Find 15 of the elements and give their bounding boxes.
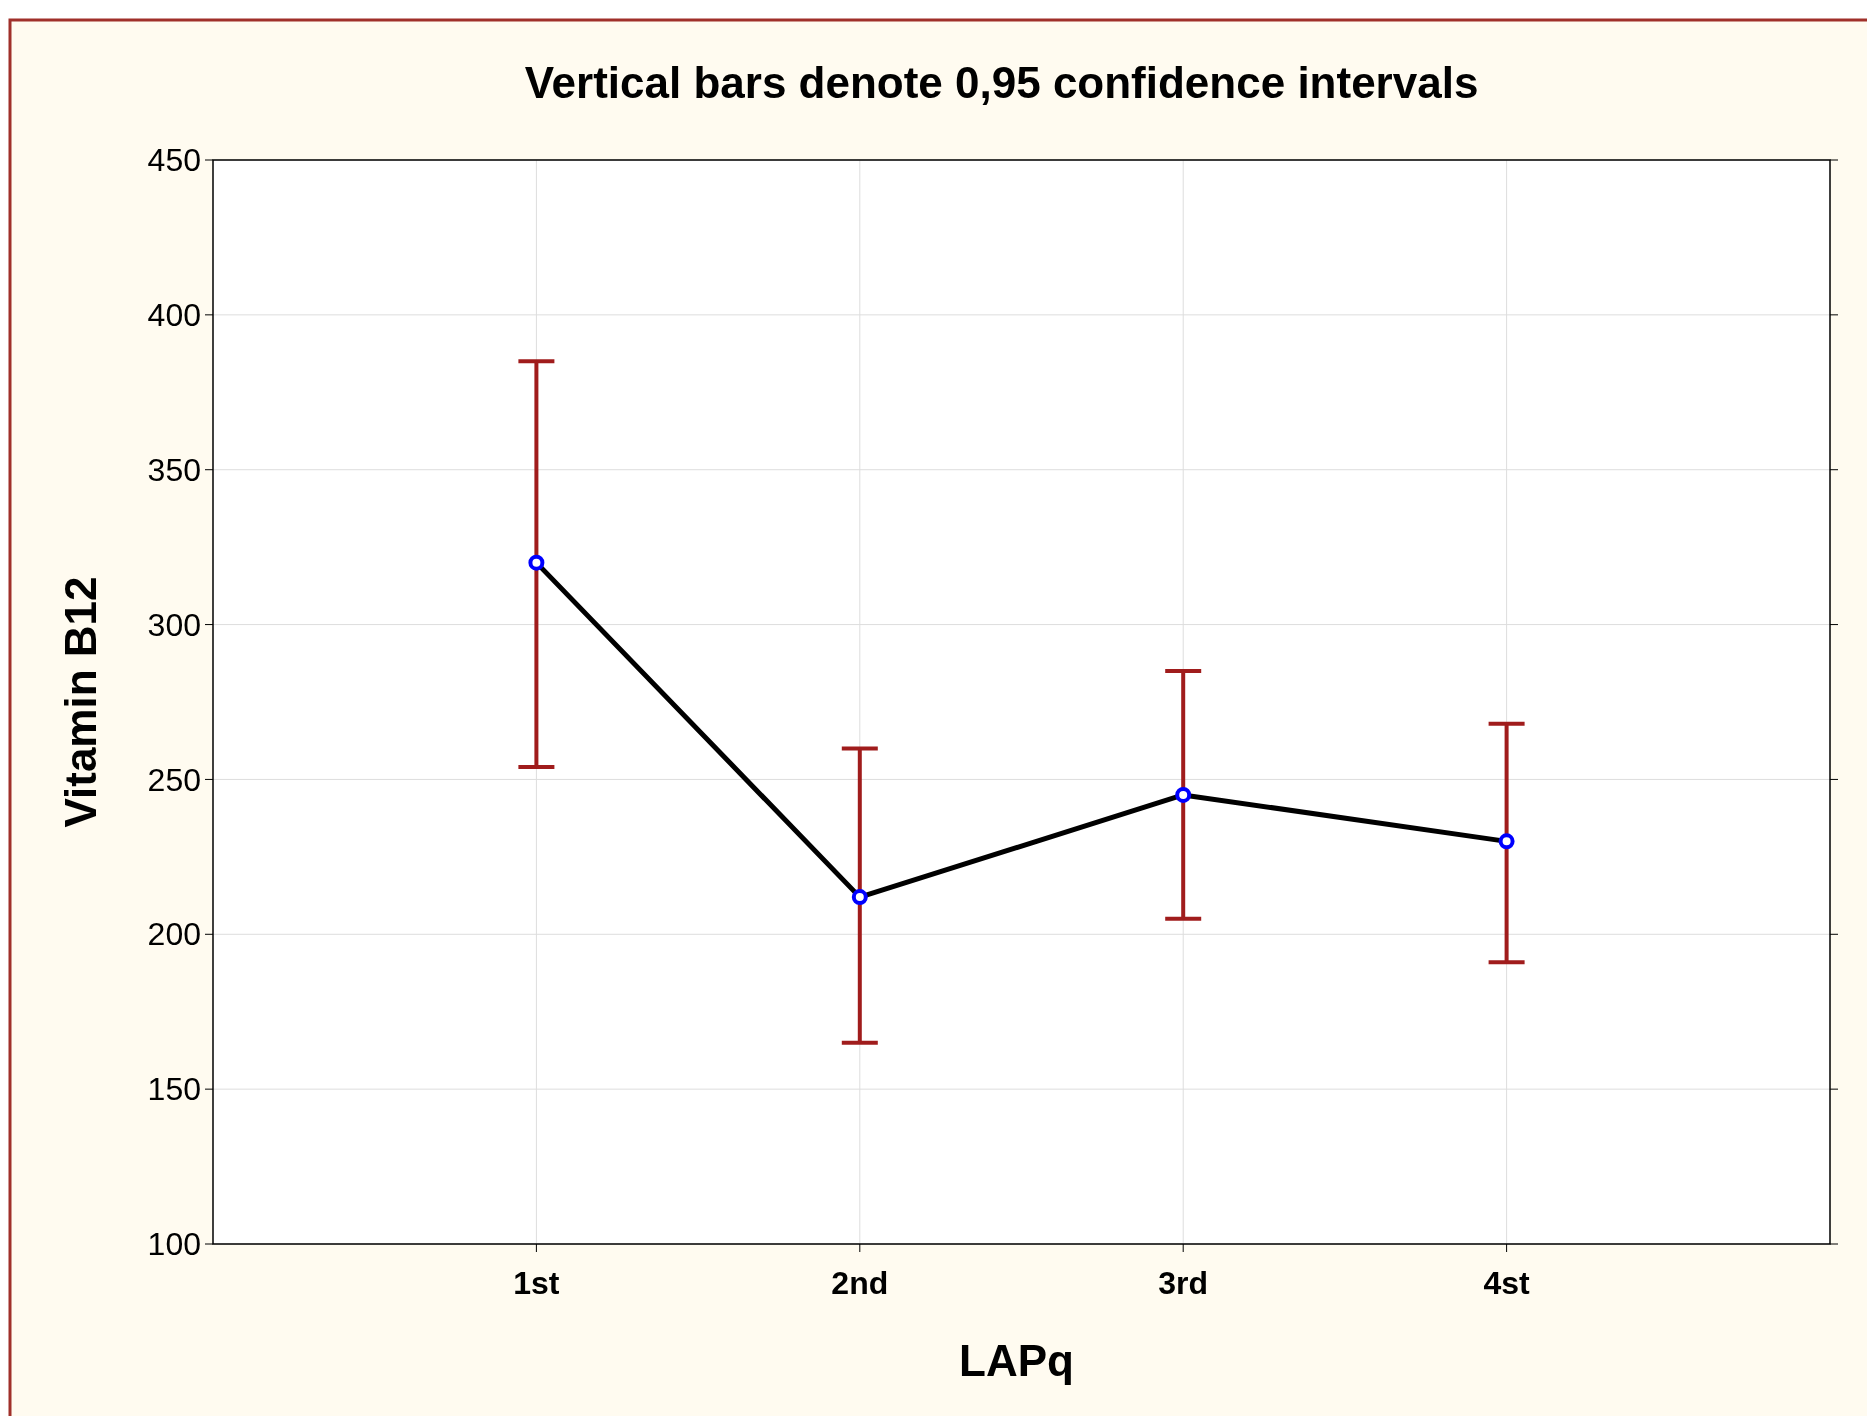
x-tick-label: 1st xyxy=(513,1265,560,1301)
y-tick-label: 450 xyxy=(147,142,201,179)
chart-title: Vertical bars denote 0,95 confidence intervals xyxy=(524,58,1479,107)
y-tick-label: 200 xyxy=(147,916,201,953)
x-axis-title: LAPq xyxy=(959,1336,1074,1385)
y-tick-label: 300 xyxy=(147,606,201,643)
y-axis-title: Vitamin B12 xyxy=(56,576,105,828)
x-tick-label: 2nd xyxy=(831,1265,889,1301)
y-tick-label: 100 xyxy=(147,1226,201,1263)
x-tick-label: 4st xyxy=(1483,1265,1531,1301)
x-tick-label: 3rd xyxy=(1158,1265,1209,1301)
y-tick-label: 400 xyxy=(147,297,201,334)
y-tick-label: 350 xyxy=(147,451,201,488)
y-tick-label: 250 xyxy=(147,761,201,798)
y-tick-label: 150 xyxy=(147,1071,201,1108)
